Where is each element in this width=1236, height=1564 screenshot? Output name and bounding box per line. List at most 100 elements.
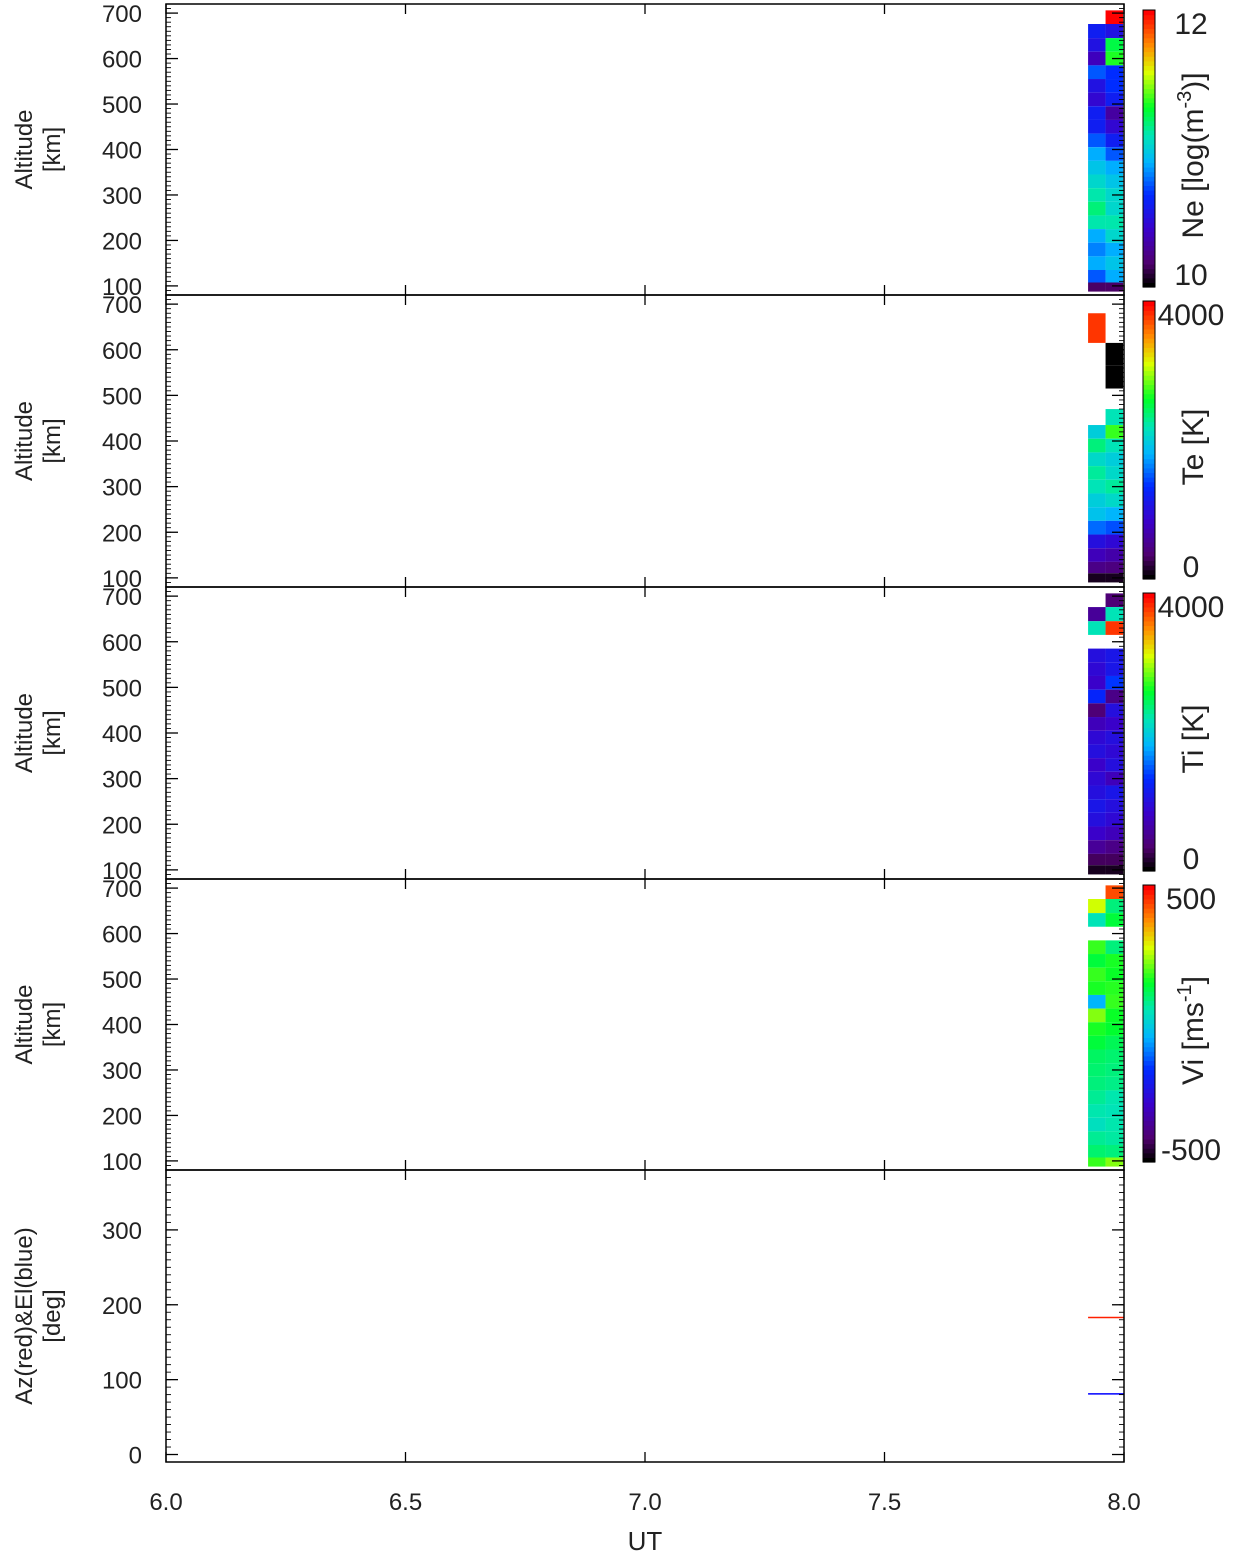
heatmap-cell xyxy=(1088,507,1106,521)
heatmap-cell xyxy=(1088,1008,1106,1023)
colorbar-segment xyxy=(1143,1023,1155,1029)
colorbar-segment xyxy=(1143,699,1155,705)
x-tick-label: 7.5 xyxy=(868,1489,901,1516)
colorbar-segment xyxy=(1143,954,1155,960)
colorbar-segment xyxy=(1143,398,1155,404)
colorbar-segment xyxy=(1143,546,1155,552)
colorbar-segment xyxy=(1143,509,1155,515)
colorbar-segment xyxy=(1143,504,1155,511)
colorbar-segment xyxy=(1143,500,1155,506)
colorbar-segment xyxy=(1143,926,1155,932)
heatmap-cell xyxy=(1105,621,1124,635)
colorbar-segment xyxy=(1143,435,1155,441)
y-axis-unit: [km] xyxy=(39,418,66,463)
heatmap-cell xyxy=(1105,648,1124,663)
colorbar-segment xyxy=(1143,263,1155,270)
colorbar-segment xyxy=(1143,778,1155,784)
heatmap-cell xyxy=(1105,940,1124,955)
y-tick-label: 100 xyxy=(102,274,142,301)
heatmap-cell xyxy=(1105,65,1124,80)
colorbar-segment xyxy=(1143,1129,1155,1135)
colorbar-segment xyxy=(1143,518,1155,524)
colorbar-segment xyxy=(1143,231,1155,237)
y-axis-title: Az(red)&El(blue) xyxy=(11,1227,38,1404)
heatmap-cell xyxy=(1105,409,1124,426)
colorbar-segment xyxy=(1143,643,1155,650)
heatmap-cell xyxy=(1105,160,1124,175)
colorbar-segment xyxy=(1143,393,1155,399)
heatmap-cell xyxy=(1088,133,1106,148)
heatmap-cell xyxy=(1088,106,1106,120)
heatmap-cell xyxy=(1105,133,1124,148)
colorbar-segment xyxy=(1143,537,1155,543)
heatmap-cell xyxy=(1088,561,1106,574)
heatmap-cell xyxy=(1105,675,1124,690)
colorbar-segment xyxy=(1143,838,1155,844)
colorbar-segment xyxy=(1143,796,1155,803)
heatmap-cell xyxy=(1105,92,1124,107)
colorbar-segment xyxy=(1143,648,1155,654)
colorbar-segment xyxy=(1143,1120,1155,1126)
colorbar-segment xyxy=(1143,1088,1155,1094)
heatmap-cell xyxy=(1105,10,1124,25)
colorbar-segment xyxy=(1143,268,1155,274)
colorbar-segment xyxy=(1143,940,1155,946)
colorbar-segment xyxy=(1143,708,1155,715)
colorbar-segment xyxy=(1143,1065,1155,1071)
colorbar-segment xyxy=(1143,102,1155,108)
heatmap-cell xyxy=(1088,493,1106,508)
colorbar-segment xyxy=(1143,449,1155,455)
colorbar-segment xyxy=(1143,843,1155,849)
colorbar-segment xyxy=(1143,153,1155,159)
heatmap-cell xyxy=(1105,967,1124,982)
colorbar-title: Ne [log(m-3)] xyxy=(1174,72,1210,238)
colorbar-segment xyxy=(1143,213,1155,219)
colorbar-segment xyxy=(1143,333,1155,339)
heatmap-cell xyxy=(1088,269,1106,283)
colorbar-segment xyxy=(1143,351,1155,358)
heatmap-cell xyxy=(1088,38,1106,52)
heatmap-cell xyxy=(1088,147,1106,161)
colorbar-segment xyxy=(1143,139,1155,145)
colorbar-segment xyxy=(1143,259,1155,265)
colorbar-segment xyxy=(1143,23,1155,30)
heatmap-cell xyxy=(1088,607,1106,622)
heatmap-cell xyxy=(1088,256,1106,270)
colorbar-segment xyxy=(1143,1143,1155,1149)
colorbar-segment xyxy=(1143,1134,1155,1140)
heatmap-cell xyxy=(1105,438,1124,453)
y-axis-unit: [km] xyxy=(39,127,66,172)
y-tick-label: 700 xyxy=(102,584,142,611)
colorbar-min-label: -500 xyxy=(1161,1134,1221,1167)
colorbar-segment xyxy=(1143,324,1155,330)
colorbar-segment xyxy=(1143,1060,1155,1066)
colorbar-segment xyxy=(1143,116,1155,122)
y-tick-label: 200 xyxy=(102,1103,142,1130)
heatmap-cell xyxy=(1088,785,1106,800)
colorbar-segment xyxy=(1143,148,1155,154)
colorbar-segment xyxy=(1143,83,1155,90)
heatmap-cells-panel-4 xyxy=(1088,885,1124,1167)
colorbar-segment xyxy=(1143,1009,1155,1015)
colorbar-segment xyxy=(1143,384,1155,390)
heatmap-cell xyxy=(1105,1076,1124,1091)
heatmap-cell xyxy=(1105,534,1124,549)
colorbar-segment xyxy=(1143,718,1155,724)
colorbar-segment xyxy=(1143,347,1155,353)
colorbar-segment xyxy=(1143,162,1155,168)
heatmap-cell xyxy=(1105,1104,1124,1118)
heatmap-cell xyxy=(1105,1008,1124,1023)
heatmap-cell xyxy=(1105,507,1124,521)
heatmap-cell xyxy=(1088,1076,1106,1091)
colorbar-segment xyxy=(1143,375,1155,381)
colorbar-segment xyxy=(1143,458,1155,464)
colorbar-segment xyxy=(1143,412,1155,418)
y-axis-title: Altitude xyxy=(11,984,38,1064)
heatmap-cell xyxy=(1088,758,1106,772)
y-tick-label: 300 xyxy=(102,767,142,794)
y-tick-label: 300 xyxy=(102,475,142,502)
colorbar-segment xyxy=(1143,74,1155,80)
colorbar-segment xyxy=(1143,750,1155,756)
heatmap-cell xyxy=(1088,479,1106,494)
colorbar-segment xyxy=(1143,46,1155,53)
